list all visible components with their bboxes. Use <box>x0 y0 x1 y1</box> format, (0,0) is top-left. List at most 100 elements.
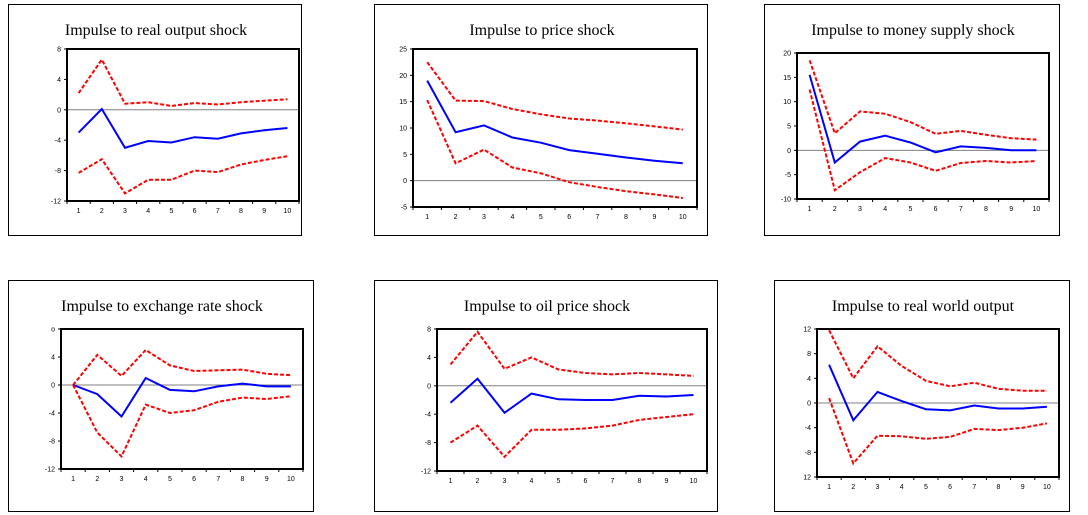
x-tick-label: 6 <box>934 206 938 213</box>
y-tick-label: 15 <box>783 75 791 82</box>
chart-svg: Impulse to real world output12-8-4048121… <box>803 298 1060 491</box>
x-tick-label: 5 <box>924 484 928 491</box>
y-tick-label: -4 <box>805 425 811 432</box>
chart-title: Impulse to price shock <box>469 22 614 39</box>
chart-panel-1: Impulse to real output shock -12 -8 -4 0 4 8 1 2… <box>8 4 302 236</box>
plot-frame <box>66 48 300 202</box>
x-tick-label: 6 <box>193 208 197 215</box>
chart-title: Impulse to oil price shock <box>464 298 630 315</box>
response-line <box>72 376 291 419</box>
y-tick-label: -4 <box>49 411 55 418</box>
x-tick-label: 2 <box>476 478 480 485</box>
plot-frame <box>60 328 304 470</box>
x-tick-label: 2 <box>100 208 104 215</box>
x-tick-label: 1 <box>425 214 429 221</box>
chart-panel-3: Impulse to money supply shock -10 -5 0 5 10 15… <box>764 4 1060 236</box>
chart-panel-6: Impulse to real world output 12 -8 -4 0 4 8 12 1… <box>774 280 1070 512</box>
x-tick-label: 6 <box>192 476 196 483</box>
x-tick-label: 9 <box>1021 484 1025 491</box>
upper-band-line <box>72 348 291 386</box>
x-tick-label: 6 <box>584 478 588 485</box>
x-tick-label: 5 <box>169 208 173 215</box>
upper-band-line <box>449 330 694 377</box>
y-tick-label: 0 <box>427 383 431 390</box>
x-tick-label: 3 <box>123 208 127 215</box>
plot-frame <box>816 328 1060 478</box>
x-tick-label: 7 <box>216 476 220 483</box>
y-tick-label: 12 <box>803 475 811 482</box>
x-tick-label: 3 <box>482 214 486 221</box>
y-tick-label: 4 <box>57 77 61 84</box>
y-tick-label: 10 <box>783 99 791 106</box>
chart-panel-4: Impulse to exchange rate shock -12 -8 -4 0 4 o… <box>8 280 314 512</box>
y-tick-label: -8 <box>805 450 811 457</box>
x-tick-label: 1 <box>808 206 812 213</box>
chart-svg: Impulse to exchange rate shock -12 -8 -4 0 4 o… <box>45 298 304 483</box>
lower-band-line <box>426 99 683 199</box>
x-tick-label: 6 <box>567 214 571 221</box>
x-tick-label: 4 <box>510 214 514 221</box>
x-tick-label: 4 <box>144 476 148 483</box>
x-tick-label: 8 <box>624 214 628 221</box>
chart-title: Impulse to money supply shock <box>811 22 1015 39</box>
lower-band-line <box>72 384 292 459</box>
y-tick-label: -5 <box>401 205 407 212</box>
x-tick-label: 2 <box>833 206 837 213</box>
x-tick-label: 4 <box>530 478 534 485</box>
x-tick-label: 10 <box>284 208 292 215</box>
y-tick-label: 15 <box>399 99 407 106</box>
response-line <box>808 74 1037 165</box>
y-tick-label: 0 <box>57 107 61 114</box>
upper-band-line <box>808 59 1037 141</box>
x-tick-label: 1 <box>827 484 831 491</box>
y-tick-label: -10 <box>781 197 791 204</box>
chart-title: Impulse to exchange rate shock <box>61 298 263 315</box>
y-tick-label: 10 <box>399 126 407 133</box>
x-tick-label: 9 <box>262 208 266 215</box>
x-tick-label: 9 <box>652 214 656 221</box>
x-tick-label: 9 <box>265 476 269 483</box>
chart-title: Impulse to real world output <box>832 298 1015 315</box>
x-tick-label: 3 <box>858 206 862 213</box>
plot-frame <box>436 328 708 472</box>
lower-band-line <box>449 413 694 459</box>
x-tick-label: 3 <box>876 484 880 491</box>
x-tick-label: 9 <box>665 478 669 485</box>
y-tick-label: 4 <box>51 355 55 362</box>
y-tick-label: 25 <box>399 47 407 54</box>
y-tick-label: 20 <box>783 51 791 58</box>
response-line <box>449 377 694 415</box>
upper-band-line <box>77 57 288 108</box>
y-tick-label: 4 <box>807 376 811 383</box>
x-tick-label: 2 <box>454 214 458 221</box>
x-tick-label: 8 <box>984 206 988 213</box>
x-tick-label: 8 <box>997 484 1001 491</box>
y-tick-label: -5 <box>785 172 791 179</box>
y-tick-label: -12 <box>45 467 55 474</box>
x-tick-label: 8 <box>239 208 243 215</box>
x-tick-label: 2 <box>851 484 855 491</box>
x-tick-label: 6 <box>948 484 952 491</box>
x-tick-label: 3 <box>503 478 507 485</box>
chart-svg: Impulse to money supply shock-10-5051015… <box>781 22 1050 213</box>
y-tick-label: 8 <box>427 327 431 334</box>
y-tick-label: 8 <box>57 47 61 54</box>
y-tick-label: o <box>51 327 55 334</box>
y-tick-label: 0 <box>787 148 791 155</box>
response-line <box>426 80 683 165</box>
x-tick-label: 7 <box>596 214 600 221</box>
x-tick-label: 10 <box>287 476 295 483</box>
x-tick-label: 3 <box>120 476 124 483</box>
x-tick-label: 2 <box>95 476 99 483</box>
x-tick-label: 7 <box>972 484 976 491</box>
x-tick-label: 7 <box>216 208 220 215</box>
x-tick-label: 8 <box>241 476 245 483</box>
y-tick-label: 12 <box>803 327 811 334</box>
y-tick-label: 0 <box>807 401 811 408</box>
x-tick-label: 4 <box>900 484 904 491</box>
chart-svg: Impulse to price shock -5 0 5 10 15 20 25 1 2 3 4 5 6… <box>399 22 698 221</box>
upper-band-line <box>828 329 1047 392</box>
y-tick-label: 0 <box>403 178 407 185</box>
